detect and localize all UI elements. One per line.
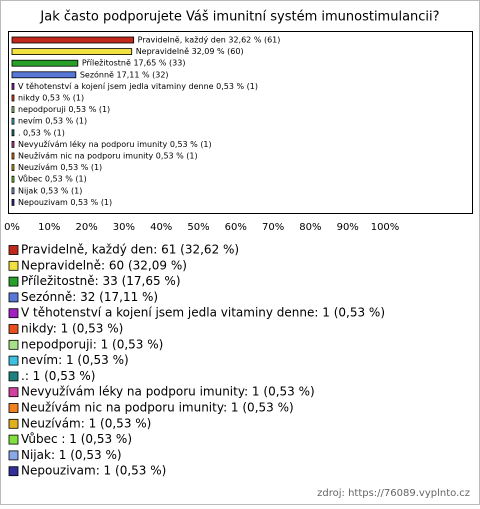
value-label: nikdy 0,53 % (1) [18,94,84,103]
bar [11,140,15,148]
legend-label: Neužívám nic na podporu imunity: 1 (0,53… [21,401,294,415]
bar [11,59,79,67]
bar [11,83,15,90]
bar [11,36,135,44]
x-tick-label: 20% [75,222,97,233]
bar [11,198,15,206]
legend-swatch [8,245,19,255]
legend-label: Sezónně: 32 (17,11 %) [21,290,158,304]
x-tick-label: 50% [187,222,209,233]
value-label: Sezónně 17,11 % (32) [80,69,169,79]
legend-swatch [8,387,19,398]
value-label: nepodporuji 0,53 % (1) [18,105,110,114]
legend-swatch [8,276,19,287]
x-tick-label: 30% [113,222,135,233]
value-label: Vůbec 0,53 % (1) [18,174,87,184]
legend-swatch [8,355,19,366]
bar [11,129,15,137]
value-label: Nepouzivam 0,53 % (1) [18,198,112,207]
x-tick-label: 90% [337,222,359,233]
bar [11,152,15,160]
x-tick-label: 0% [4,222,20,233]
bar [11,71,77,79]
x-tick-label: 40% [150,222,172,233]
bar [11,175,15,183]
legend-label: Nevyužívám léky na podporu imunity: 1 (0… [21,385,315,399]
legend-label: Pravidelně, každý den: 61 (32,62 %) [21,243,239,257]
legend-swatch [8,418,19,429]
source: zdroj: https://76089.vyplnto.cz [317,488,470,499]
bar [11,106,15,113]
legend-swatch [8,450,19,461]
x-tick-label: 70% [262,222,284,233]
value-label: Příležitostně 17,65 % (33) [82,59,186,68]
legend-swatch [8,292,19,303]
value-label: Neužívám nic na podporu imunity 0,53 % (… [18,152,198,161]
legend-swatch [8,403,19,413]
bar [11,117,15,125]
legend-swatch [8,434,19,445]
bar [11,94,15,102]
legend-swatch [8,324,19,334]
legend-label: Příležitostně: 33 (17,65 %) [21,274,181,288]
chart-title: Jak často podporujete Váš imunitní systé… [39,10,439,25]
legend-label: .: 1 (0,53 %) [21,369,95,383]
value-label: nevím 0,53 % (1) [18,117,87,126]
legend-swatch [8,466,19,477]
value-label: Neuzívám 0,53 % (1) [18,163,102,172]
value-label: . 0,53 % (1) [18,128,65,137]
bar [11,187,15,195]
value-label: V těhotenství a kojení jsem jedla vitami… [18,82,258,91]
value-label: Nijak 0,53 % (1) [18,186,82,195]
legend-label: Nijak: 1 (0,53 %) [21,448,122,462]
bar [11,164,15,172]
legend-label: nepodporuji: 1 (0,53 %) [21,337,163,351]
legend-label: nikdy: 1 (0,53 %) [21,322,123,336]
legend-label: Vůbec : 1 (0,53 %) [21,432,132,446]
legend-label: nevím: 1 (0,53 %) [21,353,129,367]
legend-label: Nepravidelně: 60 (32,09 %) [21,258,187,272]
legend-swatch [8,371,19,382]
value-label: Nevyužívám léky na podporu imunity 0,53 … [18,139,212,149]
legend-swatch [8,339,19,350]
legend-swatch [8,260,19,271]
value-label: Pravidelně, každý den 32,62 % (61) [138,36,281,45]
x-tick-label: 100% [371,222,400,233]
x-tick-label: 60% [225,222,247,233]
legend-swatch [8,308,19,319]
x-tick-label: 10% [38,222,60,233]
x-tick-label: 80% [299,222,321,233]
plot-frame [8,31,473,214]
bar [11,48,133,55]
value-label: Nepravidelně 32,09 % (60) [136,47,244,56]
legend-label: V těhotenství a kojení jsem jedla vitami… [21,306,385,320]
legend-label: Nepouzivam: 1 (0,53 %) [21,464,166,478]
legend-label: Neuzívám: 1 (0,53 %) [21,416,151,430]
